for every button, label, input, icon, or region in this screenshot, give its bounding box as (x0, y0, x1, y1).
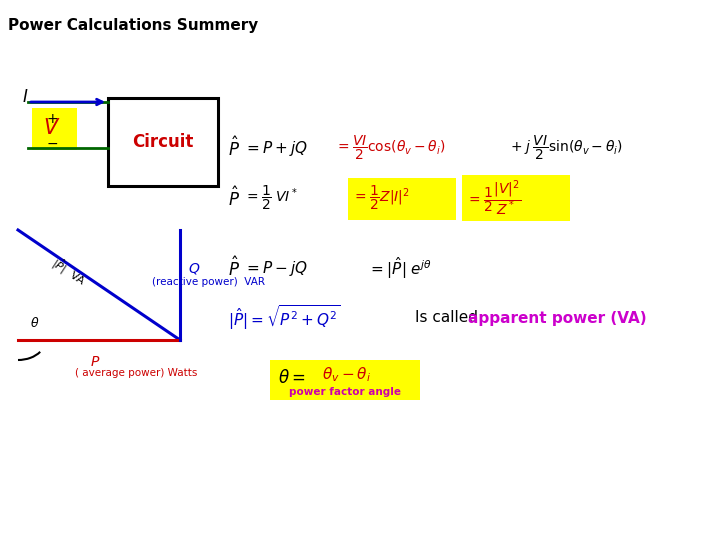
FancyBboxPatch shape (348, 178, 456, 220)
Text: $\hat{P}$: $\hat{P}$ (228, 186, 240, 210)
Text: $\it{I}$: $\it{I}$ (22, 88, 29, 106)
Text: $\hat{P}$: $\hat{P}$ (228, 256, 240, 280)
Text: $= \dfrac{1}{2} \; VI^*$: $= \dfrac{1}{2} \; VI^*$ (244, 184, 298, 212)
Text: $= \dfrac{1}{2} Z|I|^2$: $= \dfrac{1}{2} Z|I|^2$ (352, 184, 410, 212)
Text: $\theta$: $\theta$ (30, 316, 40, 330)
Text: $|\hat{P}|$  VA: $|\hat{P}|$ VA (48, 254, 90, 290)
Text: (reactive power)  VAR: (reactive power) VAR (152, 277, 265, 287)
Text: $-$: $-$ (46, 136, 58, 150)
Text: $= |\hat{P}| \; e^{j\theta}$: $= |\hat{P}| \; e^{j\theta}$ (368, 255, 432, 281)
Text: ( average power) Watts: ( average power) Watts (75, 368, 197, 378)
Text: Power Calculations Summery: Power Calculations Summery (8, 18, 258, 33)
Text: $P$: $P$ (90, 355, 100, 369)
Text: $Q$: $Q$ (188, 260, 200, 275)
FancyBboxPatch shape (462, 175, 570, 221)
Text: $+ \; j \; \dfrac{VI}{2}\sin(\theta_v - \theta_i)$: $+ \; j \; \dfrac{VI}{2}\sin(\theta_v - … (510, 134, 623, 162)
Text: +: + (46, 112, 58, 126)
Text: $\hat{P}$: $\hat{P}$ (228, 136, 240, 160)
Text: $\it{V}$: $\it{V}$ (43, 118, 60, 138)
Text: $|\hat{P}| = \sqrt{P^2 + Q^2}$: $|\hat{P}| = \sqrt{P^2 + Q^2}$ (228, 303, 341, 333)
Text: $\theta =$: $\theta =$ (278, 369, 305, 387)
Text: $= P + jQ$: $= P + jQ$ (244, 138, 308, 158)
FancyBboxPatch shape (32, 108, 77, 150)
Text: $= \dfrac{VI}{2}\cos(\theta_v - \theta_i)$: $= \dfrac{VI}{2}\cos(\theta_v - \theta_i… (335, 134, 446, 162)
FancyBboxPatch shape (108, 98, 218, 186)
FancyBboxPatch shape (270, 360, 420, 400)
Text: power factor angle: power factor angle (289, 387, 401, 397)
Text: apparent power (VA): apparent power (VA) (468, 310, 647, 326)
Text: $= \dfrac{1}{2}\dfrac{|V|^2}{Z^*}$: $= \dfrac{1}{2}\dfrac{|V|^2}{Z^*}$ (466, 178, 521, 218)
Text: $\theta_v - \theta_i$: $\theta_v - \theta_i$ (322, 366, 371, 384)
Text: Circuit: Circuit (132, 133, 194, 151)
Text: Is called: Is called (415, 310, 483, 326)
Text: $= P - jQ$: $= P - jQ$ (244, 259, 308, 278)
